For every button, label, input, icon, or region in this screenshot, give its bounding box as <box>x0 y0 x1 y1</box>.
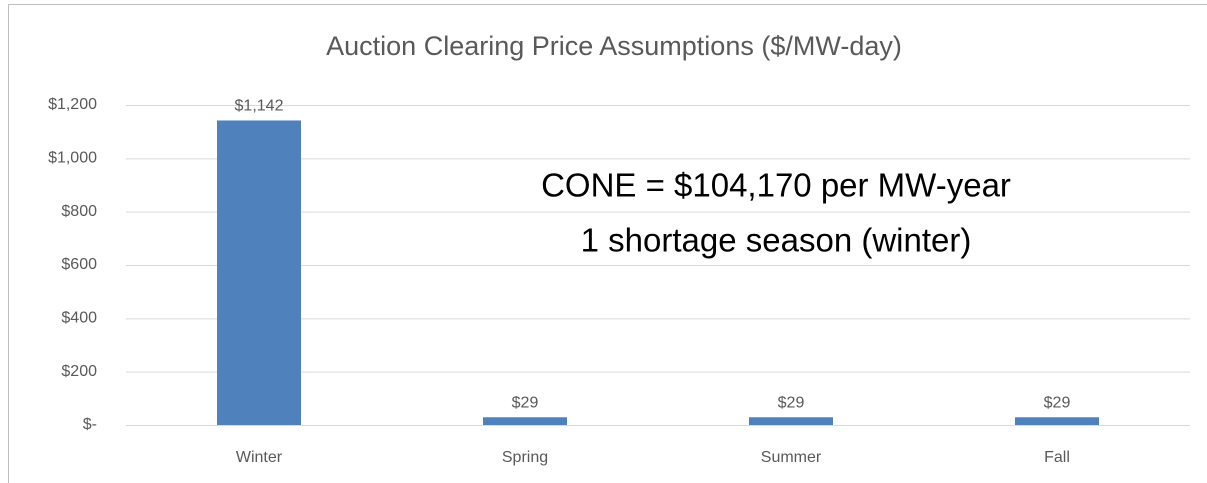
x-tick-label: Fall <box>1044 449 1070 466</box>
bar <box>217 120 301 425</box>
x-tick-label: Spring <box>502 449 548 466</box>
y-tick-label: $600 <box>61 256 97 273</box>
bar <box>483 417 567 425</box>
data-label: $29 <box>778 394 805 411</box>
annotation: 1 shortage season (winter) <box>581 222 972 259</box>
y-tick-label: $200 <box>61 363 97 380</box>
data-label: $1,142 <box>235 98 284 115</box>
bar <box>749 417 833 425</box>
x-tick-label: Winter <box>236 449 283 466</box>
chart-border <box>8 4 1207 483</box>
bar <box>1015 417 1099 425</box>
y-tick-label: $400 <box>61 310 97 327</box>
y-tick-label: $1,200 <box>48 96 97 113</box>
y-tick-label: $- <box>83 416 97 433</box>
chart-title: Auction Clearing Price Assumptions ($/MW… <box>326 31 902 61</box>
y-tick-label: $1,000 <box>48 150 97 167</box>
y-tick-label: $800 <box>61 203 97 220</box>
data-label: $29 <box>512 394 539 411</box>
x-tick-label: Summer <box>761 449 822 466</box>
data-label: $29 <box>1044 394 1071 411</box>
annotation: CONE = $104,170 per MW-year <box>541 167 1011 204</box>
